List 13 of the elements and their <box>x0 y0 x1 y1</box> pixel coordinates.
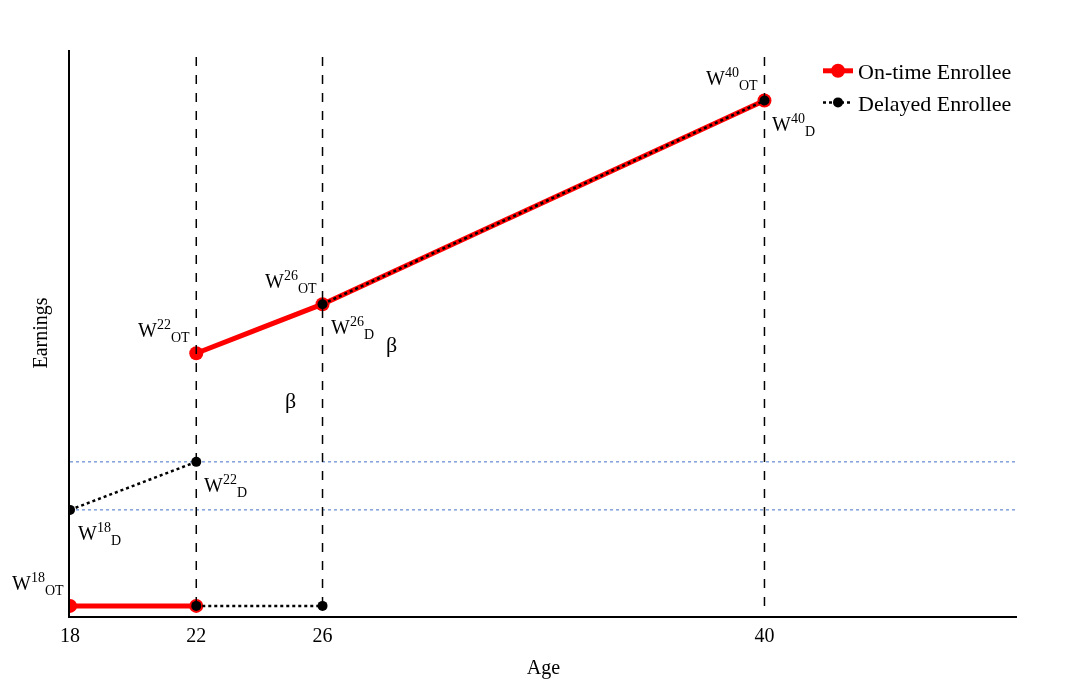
point <box>317 600 328 611</box>
x-axis-title: Age <box>526 656 561 679</box>
point <box>189 346 204 361</box>
legend-label: Delayed Enrollee <box>858 90 1012 116</box>
legend-label: On-time Enrollee <box>858 59 1012 85</box>
point <box>191 456 202 467</box>
x-tick-label: 18 <box>60 624 80 646</box>
x-tick-label: 22 <box>186 624 207 646</box>
annotation: β <box>386 332 398 357</box>
annotation: β <box>285 388 297 413</box>
y-axis-title: Earnings <box>29 297 52 369</box>
x-tick-label: 26 <box>312 624 333 646</box>
x-tick-label: 40 <box>754 624 775 646</box>
